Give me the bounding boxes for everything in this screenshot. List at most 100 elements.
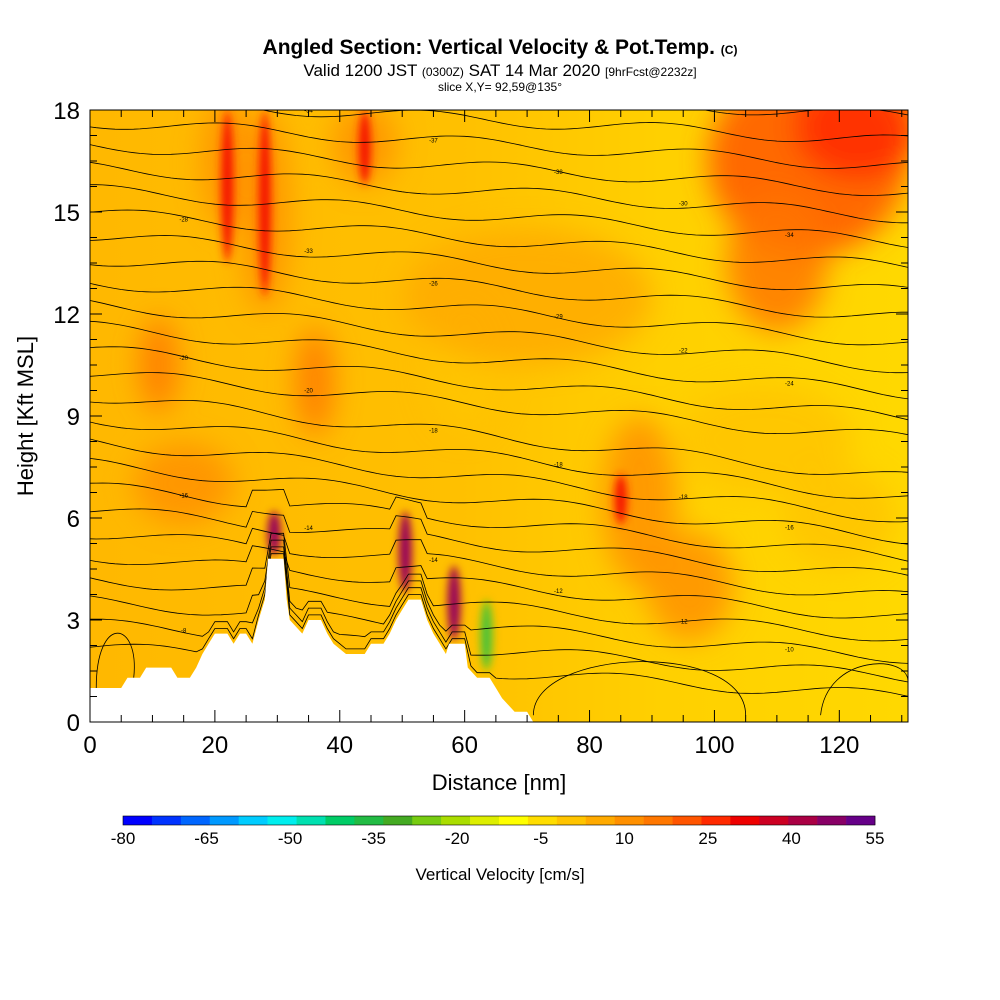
colorbar-tick-label: -35 <box>361 829 386 848</box>
colorbar-swatch <box>527 816 558 825</box>
isentrope-label: -12 <box>554 589 563 595</box>
chart-title: Angled Section: Vertical Velocity & Pot.… <box>262 36 738 59</box>
colorbar-swatch <box>209 816 239 825</box>
isentrope-line <box>90 161 908 224</box>
isentrope-label: -33 <box>304 249 313 255</box>
colorbar-swatch <box>817 816 847 825</box>
isentrope-label: -8 <box>181 628 187 634</box>
x-tick-label: 40 <box>326 732 353 759</box>
y-tick-label: 15 <box>53 200 80 227</box>
isentrope-line <box>90 300 908 374</box>
isentrope-line <box>90 144 908 196</box>
colorbar-tick-label: -50 <box>278 829 303 848</box>
isentrope-line <box>90 508 908 576</box>
isentrope-line <box>90 400 908 475</box>
isentrope-label: -14 <box>429 558 438 564</box>
colorbar-swatch <box>180 816 211 825</box>
isentrope-line <box>90 482 908 562</box>
colorbar-tick-label: 55 <box>866 829 885 848</box>
y-axis-label: Height [Kft MSL] <box>13 336 38 496</box>
y-tick-label: 3 <box>67 608 80 635</box>
isentrope-label: -20 <box>179 356 188 362</box>
colorbar-swatch <box>441 816 471 825</box>
isentrope-label: -28 <box>179 217 188 223</box>
x-tick-label: 20 <box>202 732 229 759</box>
colorbar-swatch <box>672 816 702 825</box>
terrain <box>90 558 908 722</box>
isentrope-line <box>90 184 908 248</box>
isentrope-label: -18 <box>554 462 563 468</box>
isentrope-label: -24 <box>785 382 794 388</box>
colorbar-swatch <box>354 816 384 825</box>
isentrope-line <box>90 260 908 318</box>
colorbar-swatch <box>585 816 615 825</box>
colorbar-swatch <box>643 816 673 825</box>
isentrope-label: -18 <box>679 495 688 501</box>
isentrope-label: -16 <box>785 525 794 531</box>
colorbar-swatch <box>383 816 413 825</box>
x-tick-label: 120 <box>819 732 859 759</box>
isentrope-label: -34 <box>785 233 794 239</box>
isentrope-label: -22 <box>679 349 688 355</box>
colorbar-swatch <box>759 816 789 825</box>
colorbar-swatch <box>123 816 153 825</box>
isentrope-label: -26 <box>429 282 438 288</box>
colorbar-swatch <box>730 816 760 825</box>
x-tick-label: 60 <box>451 732 478 759</box>
colorbar-label: Vertical Velocity [cm/s] <box>415 865 584 884</box>
y-tick-label: 6 <box>67 506 80 533</box>
isentrope-line <box>90 438 908 523</box>
x-tick-label: 100 <box>694 732 734 759</box>
colorbar-swatch <box>614 816 644 825</box>
x-tick-label: 0 <box>83 732 96 759</box>
isentrope-label: -14 <box>304 526 313 532</box>
y-tick-label: 12 <box>53 302 80 329</box>
chart-titles: Angled Section: Vertical Velocity & Pot.… <box>0 36 1000 93</box>
isentrope-line <box>90 546 908 683</box>
isentrope-line <box>90 235 908 291</box>
isentrope-label: -10 <box>785 647 794 653</box>
colorbar-swatch <box>846 816 876 825</box>
colorbar-swatch <box>325 816 355 825</box>
isentrope-label: -38 <box>554 170 563 176</box>
colorbar <box>122 815 876 826</box>
isentrope-line <box>90 320 908 400</box>
colorbar-swatch <box>238 816 268 825</box>
colorbar-tick-label: -80 <box>111 829 136 848</box>
isentrope-line <box>90 458 908 545</box>
colorbar-tick-label: -20 <box>445 829 470 848</box>
isentrope-line <box>90 527 908 596</box>
isentrope-label: -18 <box>429 429 438 435</box>
y-tick-label: 9 <box>67 404 80 431</box>
isentrope-line <box>90 372 908 436</box>
isentrope-line <box>702 110 908 116</box>
colorbar-tick-label: 40 <box>782 829 801 848</box>
plot-area: -32-34-37-38-30-34-28-33-26-29-22-24-20-… <box>90 79 908 722</box>
isentrope-line <box>95 632 135 689</box>
isentrope-label: -20 <box>304 389 313 395</box>
isentrope-line <box>90 545 908 619</box>
isentrope-line <box>90 283 908 346</box>
chart-subtitle: Valid 1200 JST (0300Z) SAT 14 Mar 2020 [… <box>303 61 697 80</box>
isentrope-label: -37 <box>429 139 438 145</box>
chart-slice-info: slice X,Y= 92,59@135° <box>437 80 563 94</box>
x-axis-label: Distance [nm] <box>432 770 567 795</box>
colorbar-tick-label: -65 <box>194 829 219 848</box>
colorbar-swatch <box>296 816 326 825</box>
x-tick-label: 80 <box>576 732 603 759</box>
colorbar-tick-label: -5 <box>533 829 548 848</box>
colorbar-tick-label: 10 <box>615 829 634 848</box>
colorbar-swatch <box>701 816 731 825</box>
colorbar-tick-label: 25 <box>698 829 717 848</box>
colorbar-swatch <box>499 816 529 825</box>
colorbar-swatch <box>788 816 818 825</box>
isentrope-label: -32 <box>179 79 188 85</box>
isentrope-line <box>820 663 908 716</box>
colorbar-swatch <box>412 816 442 825</box>
isentrope-label: -29 <box>554 315 563 321</box>
isentrope-line <box>90 539 908 664</box>
isentrope-label: -30 <box>679 202 688 208</box>
isentrope-line <box>90 553 908 697</box>
colorbar-swatch <box>151 816 182 825</box>
isentrope-line <box>260 110 908 142</box>
